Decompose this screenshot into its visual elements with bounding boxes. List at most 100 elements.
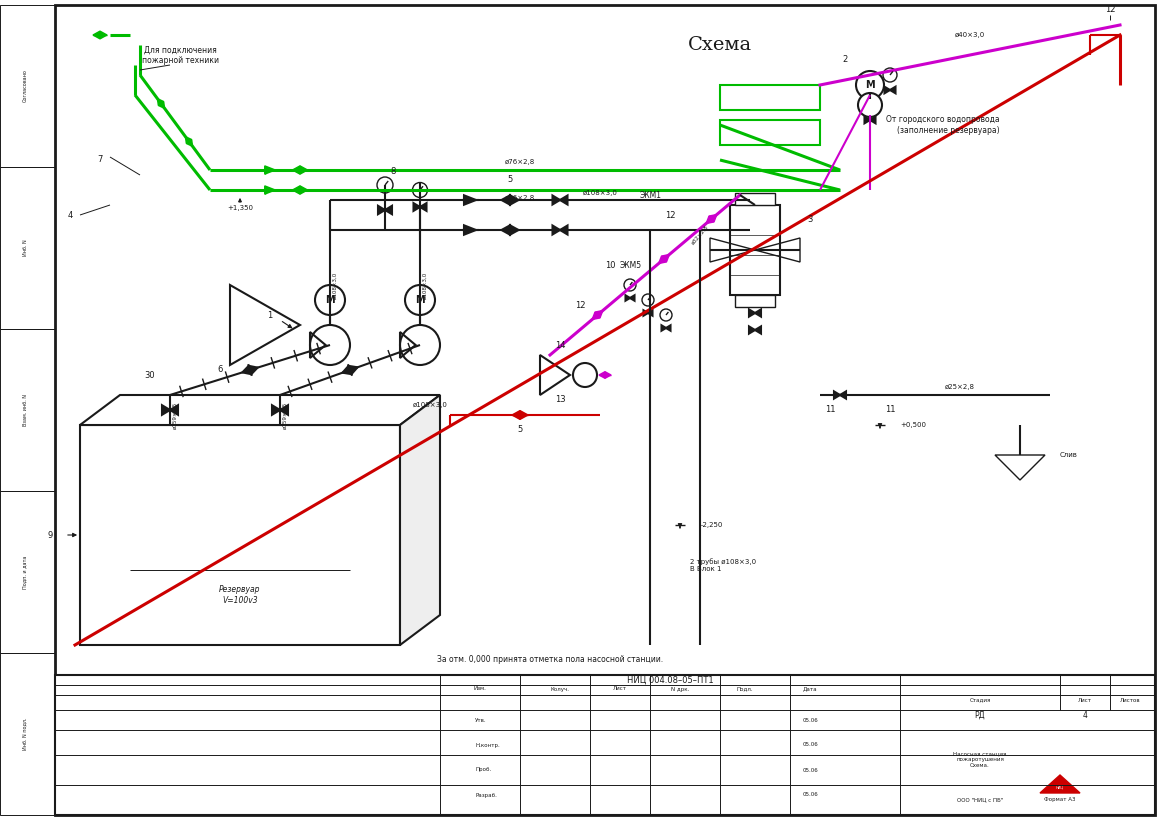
Circle shape [413,182,428,197]
Polygon shape [864,116,870,123]
Text: ø76×2,8: ø76×2,8 [505,195,535,201]
Text: РД: РД [975,710,985,719]
Polygon shape [661,254,669,262]
Polygon shape [644,310,648,316]
Polygon shape [749,327,756,333]
Text: Формат А3: Формат А3 [1045,798,1076,803]
Text: 4: 4 [68,210,72,219]
Polygon shape [630,295,634,300]
Polygon shape [553,225,560,234]
Polygon shape [553,196,560,205]
Circle shape [883,68,897,82]
Polygon shape [187,139,192,146]
Circle shape [858,93,881,117]
Text: ø108×3,0: ø108×3,0 [413,402,448,408]
Text: 1: 1 [267,310,273,319]
Text: ЭКМ1: ЭКМ1 [640,191,662,200]
Circle shape [573,363,597,387]
Text: Лист: Лист [613,686,627,691]
Text: Подп. и дата: Подп. и дата [22,555,28,589]
Polygon shape [648,310,653,316]
Bar [55,675,1156,815]
Polygon shape [272,405,280,415]
Polygon shape [378,205,385,215]
Circle shape [405,285,435,315]
Text: НИЦ 004.08–05–ПТ1: НИЦ 004.08–05–ПТ1 [626,676,714,685]
Polygon shape [420,203,427,211]
Text: 2 трубы ø108×3,0
В Блок 1: 2 трубы ø108×3,0 В Блок 1 [690,558,756,572]
Text: Проб.: Проб. [475,767,491,772]
Bar [80,425,400,645]
Text: 13: 13 [555,395,566,404]
Text: Подл.: Подл. [737,686,753,691]
Text: 8: 8 [389,167,395,177]
Text: ООО "НИЦ с ПБ": ООО "НИЦ с ПБ" [957,798,1003,803]
Polygon shape [93,31,100,39]
Text: Утв.: Утв. [475,718,486,723]
Polygon shape [510,196,519,205]
Text: Для подключения
пожарной техники: Для подключения пожарной техники [141,45,218,64]
Polygon shape [510,225,519,234]
Polygon shape [707,216,714,224]
Polygon shape [80,395,440,425]
Polygon shape [560,196,568,205]
Polygon shape [512,411,520,419]
Bar [735,295,775,307]
Polygon shape [520,411,528,419]
Text: ø40×3,0: ø40×3,0 [955,32,985,38]
Circle shape [315,285,345,315]
Bar [0,5,55,167]
Text: ЭКМ5: ЭКМ5 [620,261,642,270]
Polygon shape [592,312,600,319]
Bar [0,653,55,815]
Text: –2,250: –2,250 [700,522,723,528]
Text: 6: 6 [217,365,223,375]
Polygon shape [595,310,603,318]
Text: 4: 4 [1082,710,1088,719]
Polygon shape [185,137,191,144]
Text: 10: 10 [605,261,616,270]
Bar [735,193,775,205]
Polygon shape [834,391,840,398]
Polygon shape [666,325,670,331]
Text: M: M [415,295,424,305]
Text: ø108×3,0: ø108×3,0 [422,271,428,299]
Text: 5: 5 [518,426,522,435]
Text: Изм.: Изм. [473,686,486,691]
Polygon shape [885,87,890,93]
Text: Схема: Схема [688,36,752,54]
Polygon shape [605,372,611,379]
Polygon shape [265,186,275,194]
Text: ø108×3,0: ø108×3,0 [332,271,337,299]
Text: +1,350: +1,350 [227,205,253,211]
Text: 12: 12 [665,210,675,219]
Polygon shape [659,256,667,263]
Polygon shape [870,116,876,123]
Polygon shape [756,309,761,317]
Polygon shape [159,101,164,108]
Bar [0,491,55,653]
Text: 05.06: 05.06 [802,718,817,723]
Circle shape [377,177,393,193]
Text: 05.06: 05.06 [802,793,817,798]
Text: Инб. N: Инб. N [22,239,28,257]
Polygon shape [501,196,510,205]
Text: 5: 5 [507,176,513,185]
Text: НИЦ: НИЦ [1056,785,1065,789]
Text: ø159×3,5: ø159×3,5 [282,402,288,429]
Polygon shape [265,166,275,174]
Circle shape [856,71,884,99]
Text: ø76×2,8: ø76×2,8 [505,159,535,165]
Text: От городского водопровода
(заполнение резервуара): От городского водопровода (заполнение ре… [886,116,1000,134]
Text: Инб. N подл.: Инб. N подл. [22,718,28,750]
Polygon shape [343,365,351,375]
Bar [0,167,55,329]
Polygon shape [385,205,392,215]
Polygon shape [248,365,258,375]
Text: Взам. инб. N: Взам. инб. N [22,394,28,426]
Text: Насосная станция
пожаротушения
Схема.: Насосная станция пожаротушения Схема. [954,752,1006,768]
Text: 12: 12 [1104,6,1115,15]
Polygon shape [464,225,476,234]
Polygon shape [890,87,895,93]
Text: +0,500: +0,500 [900,422,926,428]
